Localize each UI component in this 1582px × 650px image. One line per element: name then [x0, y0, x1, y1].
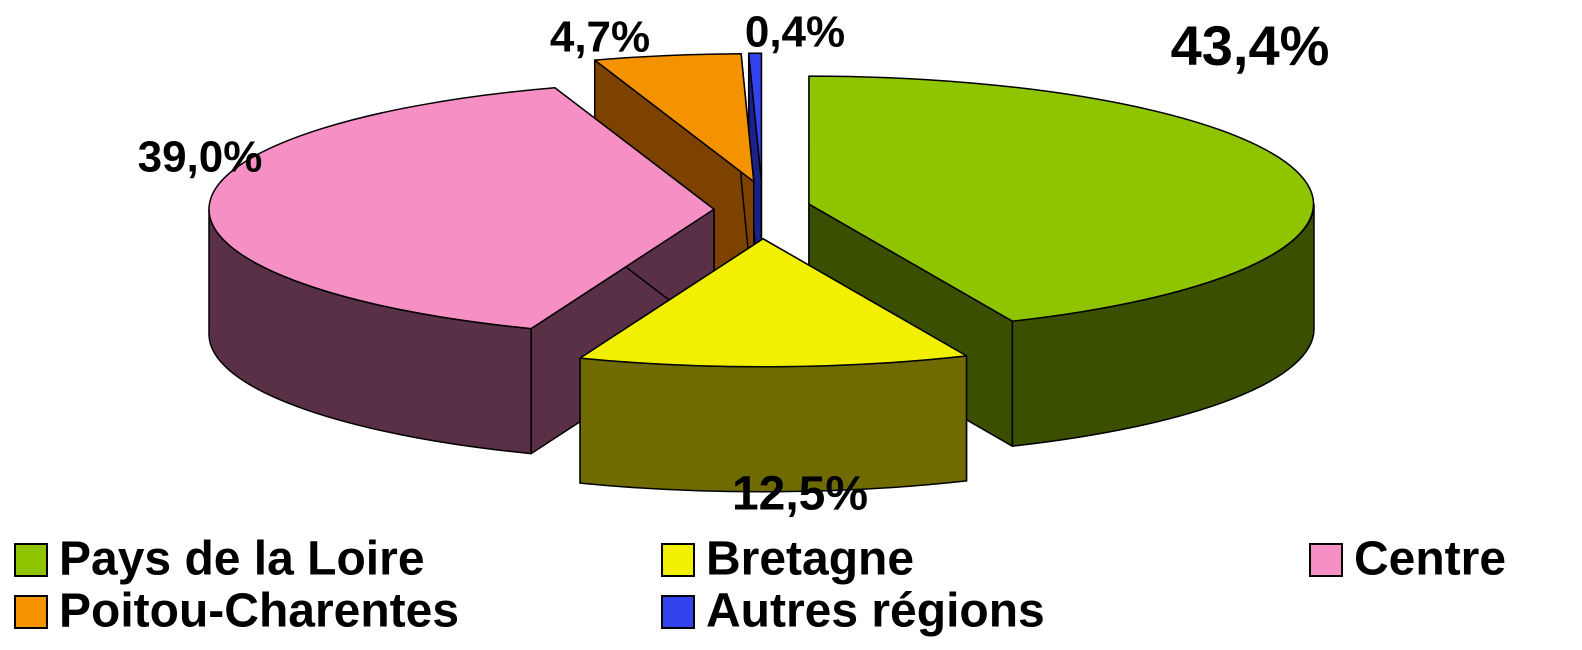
data-label: 39,0%: [138, 133, 263, 182]
legend-label: Autres régions: [706, 585, 1045, 638]
legend-swatch: [14, 595, 48, 629]
legend-swatch: [1309, 543, 1343, 577]
legend-label: Bretagne: [706, 533, 914, 586]
slice: [593, 52, 755, 183]
data-label: 4,7%: [550, 13, 650, 62]
legend-swatch: [661, 543, 695, 577]
legend-label: Centre: [1354, 533, 1506, 586]
slice: [208, 87, 715, 330]
slice: [579, 238, 968, 368]
slice: [747, 52, 763, 182]
data-label: 43,4%: [1171, 14, 1330, 77]
legend-label: Pays de la Loire: [59, 533, 425, 586]
data-label: 0,4%: [745, 8, 845, 57]
slice: [808, 75, 1315, 322]
data-label: 12,5%: [732, 468, 868, 521]
legend-swatch: [14, 543, 48, 577]
legend-label: Poitou-Charentes: [59, 585, 459, 638]
legend-swatch: [661, 595, 695, 629]
